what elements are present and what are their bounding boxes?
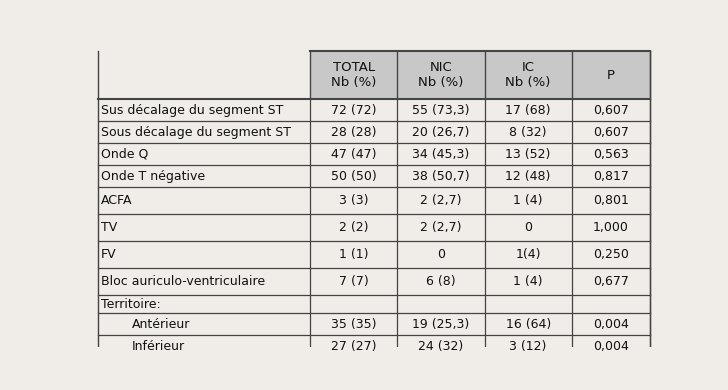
Text: 50 (50): 50 (50) [331,170,376,183]
Text: 0: 0 [437,248,445,261]
Text: 1(4): 1(4) [515,248,541,261]
Text: 2 (2,7): 2 (2,7) [420,221,462,234]
Text: 0,563: 0,563 [593,148,628,161]
Text: 7 (7): 7 (7) [339,275,368,288]
Text: FV: FV [100,248,116,261]
Text: 0,250: 0,250 [593,248,628,261]
Text: Territoire:: Territoire: [100,298,160,310]
Text: 28 (28): 28 (28) [331,126,376,139]
Text: 3 (3): 3 (3) [339,194,368,207]
Text: 1,000: 1,000 [593,221,628,234]
Text: 2 (2,7): 2 (2,7) [420,194,462,207]
Text: 55 (73,3): 55 (73,3) [412,104,470,117]
Text: 47 (47): 47 (47) [331,148,376,161]
Text: 0,004: 0,004 [593,340,628,353]
Text: 27 (27): 27 (27) [331,340,376,353]
Text: Onde T négative: Onde T négative [100,170,205,183]
Text: 2 (2): 2 (2) [339,221,368,234]
Text: NIC
Nb (%): NIC Nb (%) [419,61,464,89]
Text: 0,677: 0,677 [593,275,628,288]
Text: Inférieur: Inférieur [132,340,185,353]
Text: 0,004: 0,004 [593,317,628,331]
Text: 24 (32): 24 (32) [419,340,464,353]
Text: 38 (50,7): 38 (50,7) [412,170,470,183]
Bar [397,51,485,99]
Text: 13 (52): 13 (52) [505,148,551,161]
Text: 0,607: 0,607 [593,126,628,139]
Text: 8 (32): 8 (32) [510,126,547,139]
Text: 19 (25,3): 19 (25,3) [412,317,470,331]
Text: TV: TV [100,221,116,234]
Text: Sous décalage du segment ST: Sous décalage du segment ST [100,126,290,139]
Text: P: P [606,69,614,82]
Bar [310,51,397,99]
Text: Sus décalage du segment ST: Sus décalage du segment ST [100,104,283,117]
Text: 20 (26,7): 20 (26,7) [412,126,470,139]
Text: 35 (35): 35 (35) [331,317,376,331]
Text: ACFA: ACFA [100,194,132,207]
Text: 1 (4): 1 (4) [513,275,543,288]
Bar [485,51,571,99]
Text: 3 (12): 3 (12) [510,340,547,353]
Text: Bloc auriculo-ventriculaire: Bloc auriculo-ventriculaire [100,275,265,288]
Text: Antérieur: Antérieur [132,317,190,331]
Text: Onde Q: Onde Q [100,148,148,161]
Text: 0,817: 0,817 [593,170,628,183]
Text: 0: 0 [524,221,532,234]
Bar [571,51,649,99]
Text: 0,607: 0,607 [593,104,628,117]
Text: 12 (48): 12 (48) [505,170,551,183]
Text: 72 (72): 72 (72) [331,104,376,117]
Text: 17 (68): 17 (68) [505,104,551,117]
Text: TOTAL
Nb (%): TOTAL Nb (%) [331,61,376,89]
Text: IC
Nb (%): IC Nb (%) [505,61,551,89]
Text: 1 (4): 1 (4) [513,194,543,207]
Text: 1 (1): 1 (1) [339,248,368,261]
Text: 16 (64): 16 (64) [505,317,551,331]
Text: 0,801: 0,801 [593,194,628,207]
Text: 6 (8): 6 (8) [426,275,456,288]
Text: 34 (45,3): 34 (45,3) [412,148,470,161]
